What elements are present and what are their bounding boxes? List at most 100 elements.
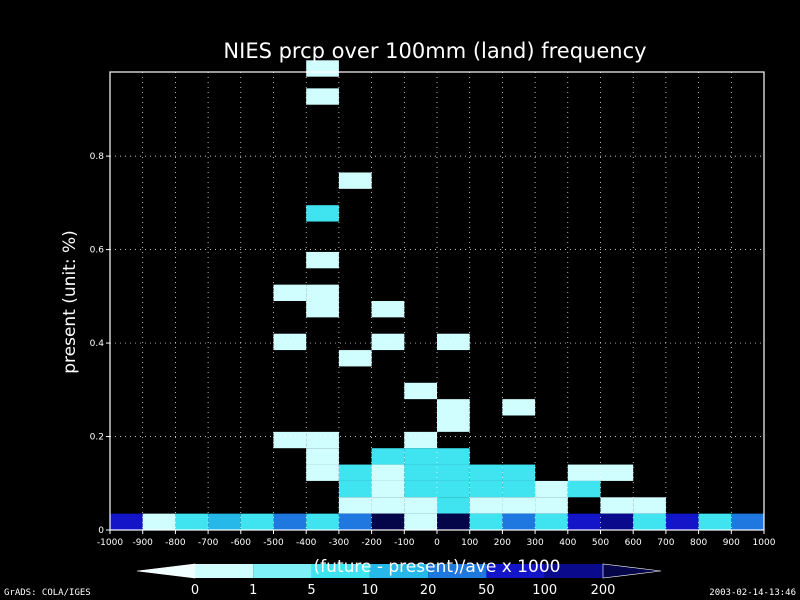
heat-cell bbox=[600, 513, 634, 530]
heat-cell bbox=[306, 301, 339, 318]
heat-cell bbox=[502, 497, 536, 514]
heat-cell bbox=[698, 513, 732, 530]
x-tick-label: 700 bbox=[657, 538, 674, 548]
heat-cell bbox=[208, 513, 241, 530]
heat-cell bbox=[371, 513, 405, 530]
heat-cell bbox=[535, 513, 568, 530]
heat-cell bbox=[306, 513, 339, 530]
heat-cell bbox=[469, 497, 503, 514]
heat-cell bbox=[567, 480, 601, 498]
heat-cell bbox=[502, 480, 536, 498]
heat-cell bbox=[404, 431, 437, 449]
x-tick-label: -400 bbox=[296, 538, 317, 548]
heat-cell bbox=[665, 513, 699, 530]
heat-cell bbox=[306, 251, 339, 269]
x-tick-label: 800 bbox=[690, 538, 707, 548]
heat-cell bbox=[567, 513, 601, 530]
x-tick-label: 200 bbox=[494, 538, 511, 548]
heat-cell bbox=[338, 350, 372, 367]
heat-cell bbox=[338, 513, 372, 530]
heat-cell bbox=[371, 497, 405, 514]
heat-cell bbox=[371, 448, 405, 465]
heat-cell bbox=[273, 284, 307, 301]
colorbar-swatch bbox=[195, 564, 254, 578]
colorbar-label: 50 bbox=[478, 583, 495, 598]
heat-cell bbox=[535, 497, 568, 514]
heat-cell bbox=[437, 464, 470, 481]
colorbar-label: 20 bbox=[420, 583, 437, 598]
heat-cell bbox=[535, 480, 568, 498]
heat-cell bbox=[404, 382, 437, 400]
x-tick-label: -100 bbox=[394, 538, 415, 548]
heat-cell bbox=[633, 497, 666, 514]
heat-cell bbox=[306, 431, 339, 449]
heat-cell bbox=[502, 513, 536, 530]
heat-cell bbox=[306, 88, 339, 105]
heat-cell bbox=[404, 480, 437, 498]
x-tick-label: -600 bbox=[231, 538, 252, 548]
x-tick-label: 0 bbox=[434, 538, 440, 548]
heat-cell bbox=[371, 301, 405, 318]
y-tick-label: 0.6 bbox=[90, 246, 105, 256]
y-tick-label: 0.4 bbox=[90, 339, 105, 349]
heat-cell bbox=[273, 431, 307, 449]
heat-cell bbox=[437, 480, 470, 498]
heat-cell bbox=[404, 448, 437, 465]
x-tick-label: 1000 bbox=[753, 538, 776, 548]
colorbar-swatch bbox=[486, 564, 545, 578]
heat-cell bbox=[175, 513, 209, 530]
colorbar-arrow-right bbox=[602, 563, 662, 579]
x-tick-label: -900 bbox=[132, 538, 153, 548]
heat-cell bbox=[567, 464, 601, 481]
heat-cell bbox=[600, 497, 634, 514]
heat-cell bbox=[404, 464, 437, 481]
heat-cell bbox=[371, 480, 405, 498]
colorbar-label: 1 bbox=[249, 583, 257, 598]
heat-cell bbox=[338, 497, 372, 514]
heat-cell bbox=[338, 464, 372, 481]
y-tick-label: 0 bbox=[98, 526, 104, 536]
x-tick-label: -700 bbox=[198, 538, 219, 548]
grid-layer bbox=[110, 72, 764, 530]
colorbar-arrow-left bbox=[136, 563, 196, 579]
colorbar-label: 100 bbox=[532, 583, 557, 598]
heat-cell bbox=[437, 399, 470, 416]
colorbar-swatch bbox=[544, 564, 603, 578]
heat-cell bbox=[240, 513, 274, 530]
footer-credit: GrADS: COLA/IGES bbox=[4, 588, 91, 598]
heat-cell bbox=[306, 464, 339, 481]
heat-cell bbox=[306, 284, 339, 301]
colorbar-label: 200 bbox=[591, 583, 616, 598]
heat-cell bbox=[273, 513, 307, 530]
x-tick-label: 900 bbox=[723, 538, 740, 548]
heat-cell bbox=[731, 513, 764, 530]
colorbar-label: 0 bbox=[191, 583, 199, 598]
heat-cell bbox=[404, 513, 437, 530]
heat-cell bbox=[633, 513, 666, 530]
heat-cell bbox=[437, 333, 470, 351]
heat-cell bbox=[371, 333, 405, 351]
heat-cell bbox=[600, 464, 634, 481]
colorbar-label: 5 bbox=[307, 583, 315, 598]
heat-cell bbox=[437, 448, 470, 465]
y-tick-label: 0.2 bbox=[90, 433, 104, 443]
x-tick-label: 400 bbox=[559, 538, 576, 548]
x-tick-label: 100 bbox=[461, 538, 478, 548]
colorbar: 0 1 5 10 20 50 100 200 bbox=[136, 563, 662, 598]
heat-cell bbox=[469, 480, 503, 498]
heat-cell bbox=[404, 497, 437, 514]
y-axis-label: present (unit: %) bbox=[60, 230, 80, 374]
x-tick-label: 500 bbox=[592, 538, 609, 548]
x-tick-label: 600 bbox=[625, 538, 642, 548]
colorbar-swatch bbox=[428, 564, 487, 578]
heat-cell bbox=[437, 415, 470, 432]
axis-layer: -1000 -900 -800 -700 -600 -500 -400 -300 -200 -10… bbox=[90, 71, 776, 548]
x-tick-label: -300 bbox=[329, 538, 350, 548]
heat-cell bbox=[338, 480, 372, 498]
heat-cell bbox=[338, 172, 372, 189]
heat-cell bbox=[142, 513, 176, 530]
heat-cell bbox=[306, 448, 339, 465]
x-tick-label: -200 bbox=[361, 538, 382, 548]
colorbar-swatch bbox=[311, 564, 370, 578]
heat-cell bbox=[502, 464, 536, 481]
